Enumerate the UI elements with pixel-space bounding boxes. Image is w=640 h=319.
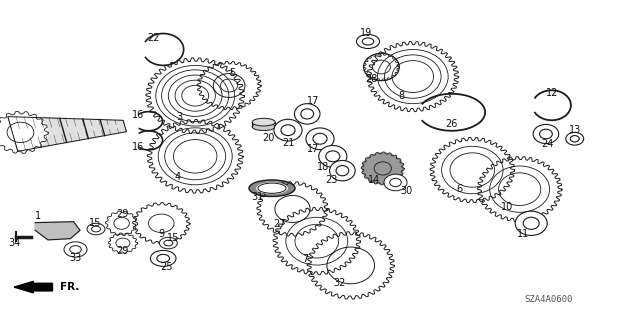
Text: 10: 10 [501, 202, 514, 212]
Text: 7: 7 [302, 254, 308, 264]
Ellipse shape [430, 137, 515, 203]
Ellipse shape [146, 58, 244, 134]
Text: 29: 29 [116, 209, 129, 219]
Ellipse shape [150, 250, 176, 266]
Text: 4: 4 [175, 172, 181, 182]
Ellipse shape [252, 123, 275, 130]
Text: 3: 3 [176, 112, 182, 122]
Text: 5: 5 [229, 68, 236, 78]
Ellipse shape [330, 160, 355, 181]
Ellipse shape [249, 180, 295, 197]
Ellipse shape [147, 119, 243, 193]
Text: 1: 1 [35, 211, 42, 221]
Text: 28: 28 [365, 74, 378, 84]
Ellipse shape [364, 53, 399, 81]
Text: 15: 15 [166, 233, 179, 243]
Text: 25: 25 [160, 262, 173, 272]
Ellipse shape [319, 145, 347, 167]
Polygon shape [14, 281, 52, 293]
Text: 31: 31 [252, 192, 264, 202]
Text: 19: 19 [360, 27, 372, 38]
Text: 17: 17 [307, 96, 320, 107]
Ellipse shape [274, 119, 302, 141]
Text: 11: 11 [517, 228, 530, 239]
Text: 23: 23 [325, 175, 338, 185]
Text: 24: 24 [541, 139, 554, 149]
Ellipse shape [159, 237, 177, 249]
Ellipse shape [197, 62, 261, 109]
Ellipse shape [515, 211, 547, 235]
Ellipse shape [356, 34, 380, 48]
Text: 13: 13 [568, 125, 581, 135]
Text: 26: 26 [445, 119, 458, 130]
Text: 34: 34 [8, 238, 20, 248]
Text: 17: 17 [307, 144, 320, 154]
Text: 16: 16 [132, 110, 145, 120]
Ellipse shape [257, 182, 328, 236]
Ellipse shape [108, 233, 138, 253]
Text: 29: 29 [116, 246, 129, 256]
Text: 6: 6 [456, 184, 463, 194]
Ellipse shape [0, 111, 48, 153]
Ellipse shape [294, 104, 320, 124]
Text: 9: 9 [158, 229, 164, 240]
Ellipse shape [257, 183, 287, 194]
Ellipse shape [533, 124, 559, 144]
Text: 12: 12 [545, 87, 558, 98]
Ellipse shape [87, 223, 105, 235]
Text: 20: 20 [262, 133, 275, 143]
Ellipse shape [477, 157, 562, 222]
Text: 21: 21 [282, 137, 294, 148]
Ellipse shape [307, 232, 394, 299]
Text: 16: 16 [132, 142, 145, 152]
Text: 22: 22 [147, 33, 160, 43]
Polygon shape [35, 222, 80, 240]
Ellipse shape [566, 132, 584, 145]
Polygon shape [8, 117, 127, 151]
Ellipse shape [252, 118, 275, 126]
Ellipse shape [64, 242, 87, 257]
Ellipse shape [367, 41, 458, 112]
Ellipse shape [106, 211, 138, 236]
Ellipse shape [384, 174, 407, 191]
Text: 33: 33 [69, 253, 82, 263]
Ellipse shape [133, 203, 189, 244]
Ellipse shape [306, 128, 334, 150]
Ellipse shape [273, 207, 360, 275]
Text: 32: 32 [333, 278, 346, 288]
Text: 18: 18 [317, 161, 330, 172]
Text: 8: 8 [399, 91, 405, 101]
Text: 14: 14 [368, 175, 381, 185]
Text: 30: 30 [400, 186, 413, 196]
Text: FR.: FR. [60, 282, 79, 292]
Ellipse shape [362, 152, 404, 185]
Text: 15: 15 [88, 218, 101, 228]
Text: SZA4A0600: SZA4A0600 [525, 295, 573, 304]
Text: 27: 27 [273, 219, 286, 229]
